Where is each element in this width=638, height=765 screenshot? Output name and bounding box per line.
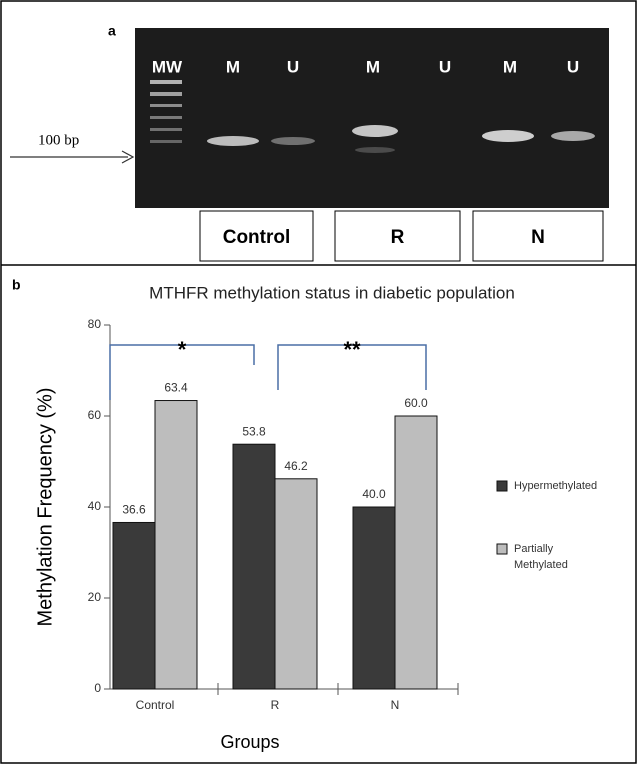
lane-label: M	[366, 57, 380, 76]
value-label: 53.8	[242, 424, 266, 438]
value-label: 36.6	[122, 503, 146, 517]
value-label: 60.0	[404, 396, 428, 410]
y-tick-label: 80	[88, 317, 102, 331]
bar	[352, 506, 396, 690]
y-tick-label: 40	[88, 499, 102, 513]
y-tick-label: 0	[94, 681, 101, 695]
significance-bracket	[109, 344, 255, 400]
x-tick-label: Control	[136, 698, 175, 712]
band	[150, 104, 182, 107]
value-label: 40.0	[362, 487, 386, 501]
band	[271, 137, 315, 145]
significance-label: *	[178, 337, 187, 362]
group-label: N	[531, 227, 545, 248]
significance-label: **	[343, 337, 361, 362]
lane-label: U	[567, 57, 579, 76]
value-label: 63.4	[164, 381, 188, 395]
lane-label: U	[439, 57, 451, 76]
gel-image: 100 bp	[10, 28, 609, 208]
x-axis-label: Groups	[220, 732, 279, 752]
group-label: R	[391, 227, 405, 248]
band	[551, 131, 595, 141]
band	[352, 125, 398, 137]
lane-label: M	[226, 57, 240, 76]
value-label: 46.2	[284, 459, 308, 473]
panel-label: a	[108, 23, 116, 39]
gel-bands	[150, 80, 595, 153]
lane-label: MW	[152, 57, 183, 76]
lane-label: U	[287, 57, 299, 76]
group-box	[199, 210, 314, 262]
bar	[154, 400, 198, 690]
y-tick-label: 20	[88, 590, 102, 604]
chart-title: MTHFR methylation status in diabetic pop…	[149, 283, 515, 302]
x-tick-label: R	[271, 698, 280, 712]
band	[150, 140, 182, 143]
group-label: Control	[223, 227, 291, 248]
panel-label: b	[12, 277, 21, 293]
band	[150, 92, 182, 96]
marker-arrowhead	[121, 150, 135, 164]
legend-label: Hypermethylated	[514, 480, 598, 492]
y-axis-label: Methylation Frequency (%)	[34, 388, 56, 627]
band	[207, 136, 259, 146]
lane-label: M	[503, 57, 517, 76]
band	[150, 128, 182, 131]
x-tick-label: N	[391, 698, 400, 712]
band	[355, 147, 395, 153]
legend-swatch	[496, 480, 508, 492]
bar	[112, 521, 156, 690]
legend-swatch	[496, 543, 508, 555]
gel-background	[135, 28, 609, 208]
bar	[394, 415, 438, 690]
marker-label: 100 bp	[38, 132, 79, 148]
group-box	[334, 210, 461, 262]
bar	[232, 443, 276, 690]
band	[482, 130, 534, 142]
y-tick-label: 60	[88, 408, 102, 422]
bar	[274, 478, 318, 690]
band	[150, 80, 182, 84]
band	[150, 116, 182, 119]
group-box	[472, 210, 604, 262]
legend-label: Partially Methylated	[514, 543, 568, 571]
significance-bracket	[277, 344, 427, 390]
